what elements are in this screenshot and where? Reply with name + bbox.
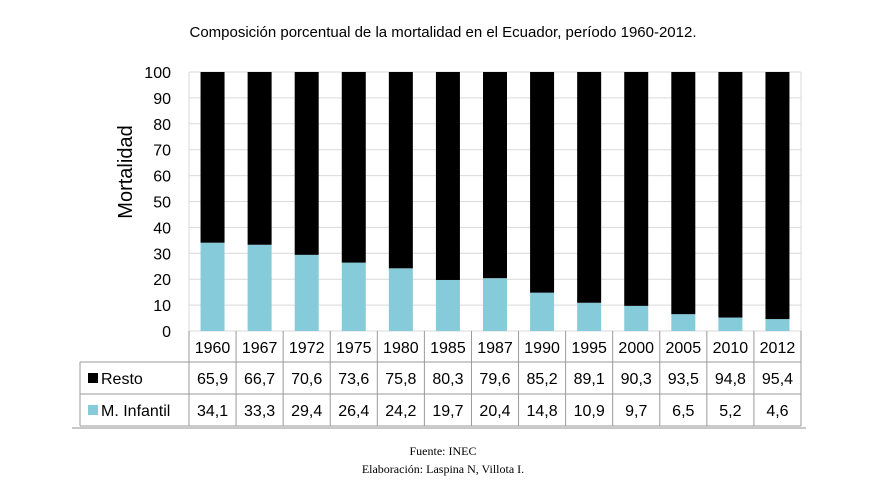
- data-label: 85,2: [527, 371, 558, 388]
- bar-resto-1967: [247, 72, 272, 245]
- legend-label: M. Infantil: [101, 403, 170, 420]
- legend-swatch: [88, 405, 98, 415]
- bar-m-infantil-1967: [247, 244, 272, 331]
- data-label: 4,6: [766, 403, 788, 420]
- data-label: 66,7: [244, 371, 275, 388]
- data-label: 9,7: [625, 403, 647, 420]
- bar-m-infantil-1960: [200, 242, 225, 331]
- data-label: 90,3: [621, 371, 652, 388]
- data-label: 20,4: [479, 403, 510, 420]
- x-tick-label: 1980: [383, 340, 419, 357]
- bar-resto-2000: [624, 72, 649, 306]
- data-label: 73,6: [338, 371, 369, 388]
- data-label: 10,9: [574, 403, 605, 420]
- bar-m-infantil-2005: [671, 314, 696, 331]
- bar-resto-1990: [530, 72, 555, 293]
- data-label: 29,4: [291, 403, 322, 420]
- bar-resto-2012: [765, 72, 790, 320]
- bar-resto-1980: [388, 72, 413, 269]
- credits-note: Elaboración: Laspina N, Villota I.: [361, 462, 525, 476]
- bar-m-infantil-1987: [483, 278, 507, 331]
- data-label: 75,8: [385, 371, 416, 388]
- bar-m-infantil-1980: [388, 268, 413, 331]
- x-tick-label: 1987: [477, 340, 513, 357]
- legend-swatch: [88, 373, 98, 383]
- data-label: 79,6: [479, 371, 510, 388]
- y-tick-label: 40: [153, 220, 171, 237]
- data-label: 89,1: [574, 371, 605, 388]
- data-label: 94,8: [715, 371, 746, 388]
- bar-m-infantil-2010: [718, 317, 743, 331]
- y-tick-label: 100: [144, 65, 171, 82]
- chart-title: Composición porcentual de la mortalidad …: [189, 24, 697, 41]
- x-tick-label: 1995: [571, 340, 607, 357]
- bar-resto-2005: [671, 72, 696, 315]
- bar-m-infantil-1985: [435, 279, 460, 331]
- data-label: 26,4: [338, 403, 369, 420]
- bar-resto-2010: [718, 72, 743, 318]
- data-label: 93,5: [668, 371, 699, 388]
- y-tick-label: 60: [153, 169, 171, 186]
- x-tick-label: 1985: [430, 340, 466, 357]
- x-tick-label: 1972: [289, 340, 325, 357]
- y-axis: 0 10 20 30 40 50 60 70 80 90 100: [144, 65, 802, 341]
- x-tick-label: 1990: [524, 340, 560, 357]
- bar-resto-1985: [435, 72, 460, 280]
- x-tick-label: 1967: [242, 340, 278, 357]
- x-tick-label: 2012: [760, 340, 796, 357]
- bars: [200, 72, 790, 331]
- bar-resto-1972: [294, 72, 319, 255]
- y-tick-label: 80: [153, 117, 171, 134]
- y-axis-label: Mortalidad: [115, 125, 137, 218]
- bar-m-infantil-1990: [530, 292, 555, 331]
- y-tick-label: 70: [153, 143, 171, 160]
- data-label: 65,9: [197, 371, 228, 388]
- y-tick-label: 90: [153, 91, 171, 108]
- data-label: 6,5: [672, 403, 694, 420]
- y-tick-label: 0: [162, 324, 171, 341]
- bar-m-infantil-2012: [765, 319, 790, 331]
- data-label: 14,8: [527, 403, 558, 420]
- data-table: 1960 1967 1972 1975 1980 1985 1987 1990 1995 2000…: [72, 331, 806, 429]
- y-tick-label: 20: [153, 272, 171, 289]
- bar-resto-1960: [200, 72, 225, 243]
- data-label: 95,4: [762, 371, 793, 388]
- y-tick-label: 50: [153, 195, 171, 212]
- bar-resto-1987: [483, 72, 507, 279]
- x-tick-label: 1975: [336, 340, 372, 357]
- source-note: Fuente: INEC: [409, 444, 477, 458]
- data-label: 5,2: [719, 403, 741, 420]
- bar-resto-1995: [577, 72, 602, 303]
- caption: Fuente: INEC Elaboración: Laspina N, Vil…: [0, 442, 886, 478]
- data-label: 24,2: [385, 403, 416, 420]
- bar-resto-1975: [341, 72, 366, 263]
- data-label: 33,3: [244, 403, 275, 420]
- x-tick-label: 2000: [618, 340, 654, 357]
- legend-label: Resto: [101, 371, 143, 388]
- y-tick-label: 10: [153, 298, 171, 315]
- x-tick-label: 2005: [666, 340, 702, 357]
- bar-m-infantil-2000: [624, 305, 649, 331]
- bar-m-infantil-1995: [577, 302, 602, 331]
- x-tick-label: 2010: [713, 340, 749, 357]
- bar-m-infantil-1975: [341, 262, 366, 331]
- bar-m-infantil-1972: [294, 254, 319, 331]
- data-label: 80,3: [432, 371, 463, 388]
- data-label: 34,1: [197, 403, 228, 420]
- y-tick-label: 30: [153, 246, 171, 263]
- x-tick-label: 1960: [195, 340, 231, 357]
- data-label: 19,7: [432, 403, 463, 420]
- data-label: 70,6: [291, 371, 322, 388]
